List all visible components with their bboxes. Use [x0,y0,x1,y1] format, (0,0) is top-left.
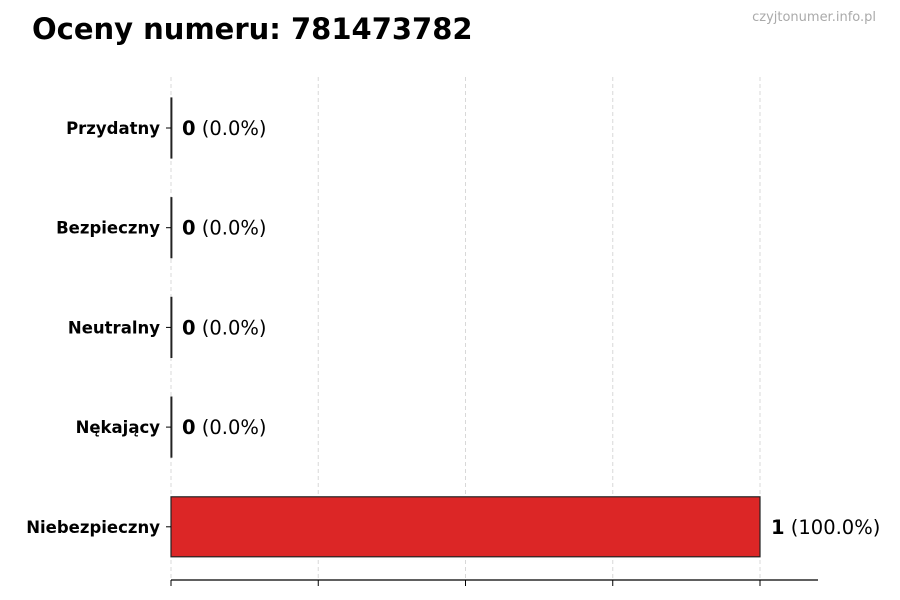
value-count: 1 [771,516,785,539]
bar-neutralny [170,296,173,358]
value-percent: (0.0%) [196,416,267,439]
bar-nękający [170,396,173,458]
chart-title: Oceny numeru: 781473782 [32,12,473,46]
bar-bezpieczny [170,197,173,259]
bar-niebezpieczny [170,496,761,558]
category-label: Bezpieczny [56,219,160,238]
value-label: 0 (0.0%) [182,117,267,140]
value-percent: (100.0%) [785,516,881,539]
value-count: 0 [182,416,196,439]
category-label: Nękający [76,418,161,437]
value-count: 0 [182,117,196,140]
bar-przydatny [170,97,173,159]
value-label: 0 (0.0%) [182,416,267,439]
value-label: 1 (100.0%) [771,516,880,539]
value-count: 0 [182,316,196,339]
category-label: Przydatny [66,119,160,138]
value-label: 0 (0.0%) [182,316,267,339]
value-percent: (0.0%) [196,316,267,339]
value-percent: (0.0%) [196,217,267,240]
watermark: czyjtonumer.info.pl [752,10,876,25]
value-count: 0 [182,217,196,240]
value-label: 0 (0.0%) [182,217,267,240]
value-percent: (0.0%) [196,117,267,140]
category-label: Neutralny [68,318,160,337]
category-label: Niebezpieczny [26,518,160,537]
